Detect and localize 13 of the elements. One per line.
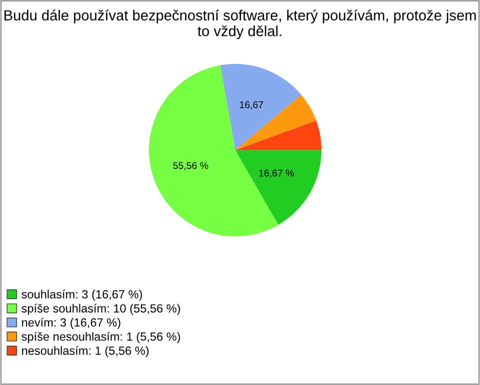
- pie-slice: [220, 64, 302, 150]
- legend-label: nevím: 3 (16,67 %): [22, 318, 120, 329]
- chart-title: Budu dále používat bezpečnostní software, který používám, protože jsem to vždy dělal.: [4, 10, 476, 40]
- data-label: 16,67 %: [259, 170, 294, 178]
- legend-label: spíše nesouhlasím: 1 (5,56 %): [22, 332, 180, 344]
- pie-slice: [235, 120, 322, 150]
- pie-slice: [235, 150, 322, 225]
- pie-slice: [235, 94, 316, 150]
- legend-label: nesouhlasím: 1 (5,56 %): [22, 346, 149, 358]
- legend-label: spíše souhlasím: 10 (55,56 %): [22, 304, 180, 315]
- legend-label: souhlasím: 3 (16,67 %): [22, 290, 142, 301]
- data-label: 55,56 %: [173, 162, 208, 170]
- data-label: 16,67: [240, 101, 264, 110]
